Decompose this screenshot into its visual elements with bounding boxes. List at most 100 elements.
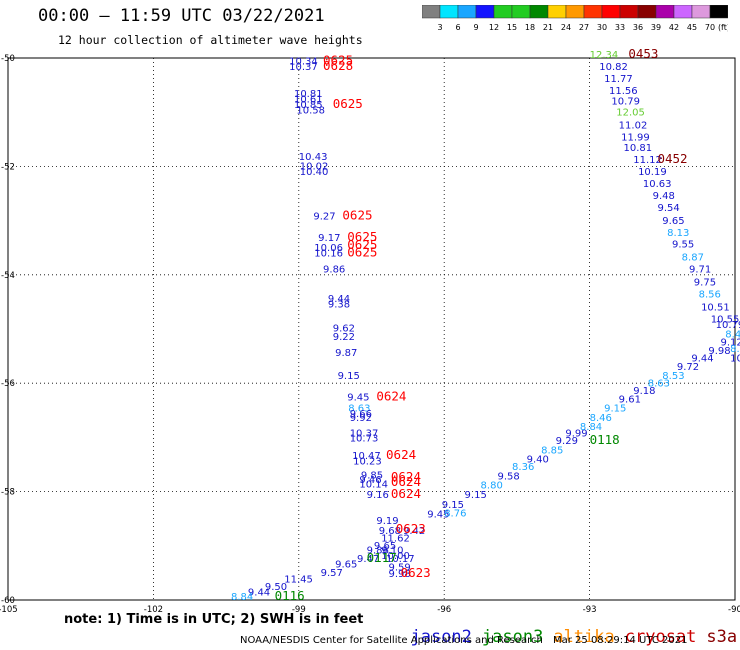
y-tick-label: -50 <box>1 54 15 64</box>
y-tick-label: -56 <box>1 379 15 389</box>
wave-height-label: 8.36 <box>512 462 534 473</box>
wave-height-label: 11.12 <box>633 155 662 166</box>
x-tick-label: -105 <box>0 605 18 615</box>
wave-height-label: 9.54 <box>657 203 679 214</box>
colorbar-level-label: 27 <box>579 23 589 32</box>
y-tick-label: -52 <box>1 162 15 172</box>
wave-height-label: 8.84 <box>231 592 253 603</box>
pass-time-label: 0623 <box>401 565 431 580</box>
axis-tick-labels: -105 -102 -99 -96 -93 -90 -50 -52 -54 -56 -58 -60 <box>0 54 740 615</box>
pass-time-label: 0625 <box>347 229 377 244</box>
wave-height-label: 9.59 <box>388 563 410 574</box>
wave-height-label: 9.66 <box>350 409 372 420</box>
credit-text: NOAA/NESDIS Center for Satellite Applica… <box>240 635 543 646</box>
wave-height-label: 9.48 <box>653 191 675 202</box>
wave-height-label: 11.45 <box>284 575 313 586</box>
wave-height-label: 9.15 <box>338 371 360 382</box>
wave-height-label: 12.34 <box>590 50 619 61</box>
wave-height-label: 9.19 <box>376 516 398 527</box>
wave-height-label: 11.56 <box>609 86 638 97</box>
wave-height-label: 9.46 <box>359 475 381 486</box>
wave-height-label: 9.15 <box>442 500 464 511</box>
wave-height-label: 9.65 <box>662 216 684 227</box>
x-tick-label: -93 <box>583 605 597 615</box>
colorbar-level-label: 39 <box>651 23 661 32</box>
wave-height-label: 9.44 <box>328 294 350 305</box>
wave-height-label: 10.16 <box>314 248 343 259</box>
wave-height-label: 9.17 <box>318 233 340 244</box>
wave-height-label: 10.81 <box>624 143 653 154</box>
wave-height-label: 11.99 <box>621 132 650 143</box>
wave-height-label: 8.63 <box>648 378 670 389</box>
wave-height-label: 8.4 <box>725 330 740 341</box>
colorbar-level-label: 42 <box>669 23 679 32</box>
wave-height-label: 10.81 <box>294 89 323 100</box>
pass-time-label: 0624 <box>376 389 406 404</box>
wave-height-label: 10.17 <box>386 554 415 565</box>
wave-height-label: 9.57 <box>321 568 343 579</box>
wave-height-labels: 10.3410.3710.8110.6110.8510.5810.4310.02… <box>231 50 740 603</box>
pass-time-label: 0117 <box>367 550 397 565</box>
wave-height-label: 8.53 <box>662 371 684 382</box>
satellite-legend: jason2 jason3 altika cryosat s3a <box>390 607 740 647</box>
wave-height-label: 10.37 <box>350 428 379 439</box>
colorbar-unit-label: (ft) <box>718 23 728 32</box>
pass-time-label: 0625 <box>323 53 353 68</box>
wave-height-label: 9.92 <box>350 413 372 424</box>
map-subtitle: 12 hour collection of altimeter wave hei… <box>58 33 363 47</box>
pass-time-label: 0625 <box>347 244 377 259</box>
wave-height-label: 8.87 <box>682 253 704 264</box>
wave-height-label: 9.68 <box>379 526 401 537</box>
wave-height-label: 12.05 <box>616 107 645 118</box>
wave-height-label: 9.22 <box>333 332 355 343</box>
colorbar-level-label: 36 <box>633 23 643 32</box>
pass-time-label: 0453 <box>628 46 658 61</box>
pass-time-label: 0625 <box>347 237 377 252</box>
wave-height-label: 10.51 <box>701 303 730 314</box>
pass-time-labels: 0625062806250625062506250625062406240624… <box>275 46 688 603</box>
wave-height-label: 9.18 <box>633 386 655 397</box>
colorbar-level-label: 9 <box>473 23 478 32</box>
pass-time-label: 0625 <box>333 96 363 111</box>
wave-height-label: 9.15 <box>465 490 487 501</box>
x-tick-label: -102 <box>144 605 163 615</box>
wave-height-label: 9.15 <box>604 403 626 414</box>
wave-height-label: 10.02 <box>300 162 329 173</box>
pass-time-label: 0624 <box>391 486 421 501</box>
wave-height-label: 11.02 <box>619 120 648 131</box>
wave-height-label: 9.47 <box>357 554 379 565</box>
pass-time-label: 0623 <box>396 521 426 536</box>
wave-height-label: 9.29 <box>556 436 578 447</box>
colorbar-level-label: 70 <box>705 23 715 32</box>
wave-height-label: 9.71 <box>689 265 711 276</box>
wave-height-label: 10.06 <box>314 243 343 254</box>
colorbar-level-label: 24 <box>561 23 571 32</box>
wave-height-label: 8.13 <box>667 228 689 239</box>
wave-height-label: 11.62 <box>381 533 410 544</box>
wave-height-label: 10.14 <box>359 479 388 490</box>
wave-height-label: 9.86 <box>367 545 389 556</box>
map-frame <box>7 57 736 601</box>
y-tick-label: -60 <box>1 596 15 606</box>
wave-height-label: 9.45 <box>427 510 449 521</box>
colorbar-level-label: 6 <box>455 23 460 32</box>
wave-height-label: 9.45 <box>347 393 369 404</box>
pass-time-label: 0116 <box>275 588 305 603</box>
wave-height-label: 8.84 <box>580 422 602 433</box>
wave-height-label: 10.58 <box>296 105 325 116</box>
wave-height-label: 9.55 <box>672 240 694 251</box>
pass-time-label: 0118 <box>590 432 620 447</box>
wave-height-label: 8.80 <box>481 480 503 491</box>
wave-height-label: 10.37 <box>289 62 318 73</box>
pass-time-label: 0624 <box>391 469 421 484</box>
wave-height-label: 9.12 <box>720 337 740 348</box>
wave-height-label: 9.44 <box>691 354 713 365</box>
wave-height-label: 8.63 <box>348 403 370 414</box>
wave-height-label: 10.73 <box>350 434 379 445</box>
wave-height-label: 9.75 <box>694 278 716 289</box>
wave-height-label: 10.61 <box>294 94 323 105</box>
wave-height-label: 9.38 <box>328 299 350 310</box>
wave-height-label: 10.34 <box>289 57 318 68</box>
